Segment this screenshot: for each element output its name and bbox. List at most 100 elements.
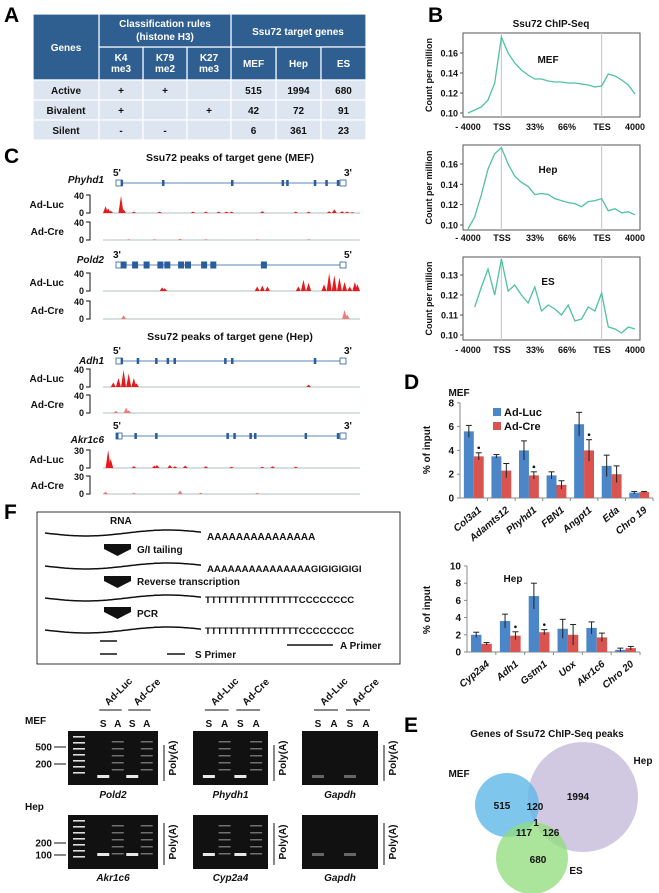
- bar-Ad-Cre: [510, 635, 521, 652]
- header-cell: [230, 46, 277, 81]
- signal-peak: [336, 277, 342, 291]
- bar-Ad-Cre: [584, 450, 594, 498]
- legend-swatch: [493, 422, 501, 430]
- utr-box: [339, 179, 347, 187]
- track-scale-min: 0: [79, 489, 84, 499]
- scheme-seq-1: AAAAAAAAAAAAAAA: [207, 532, 315, 543]
- table-value: 361: [290, 126, 307, 137]
- classification-table: Genes Classification rules (histone H3) …: [32, 13, 367, 141]
- venn-count: 1994: [567, 792, 590, 803]
- gel-smear-band: [111, 762, 124, 764]
- ladder-band: [73, 850, 85, 852]
- signal-peak: [342, 310, 348, 319]
- scale-bracket: [86, 475, 91, 495]
- gene-name: Pold2: [77, 255, 105, 266]
- y-tick-label: 6: [455, 596, 461, 607]
- exon: [260, 261, 267, 269]
- venn-set-label-hep: Hep: [634, 756, 653, 767]
- signal-peak: [162, 288, 168, 291]
- ladder-band: [73, 754, 85, 756]
- strand-end-label: 5': [344, 250, 352, 261]
- y-tick-label: 8: [448, 398, 454, 409]
- bar-Ad-Luc: [557, 628, 568, 652]
- gel-smear-band: [250, 853, 263, 855]
- gel-band: [234, 853, 247, 856]
- signal-peak: [198, 492, 204, 494]
- gel-gene-label: Gapdh: [324, 873, 356, 884]
- x-tick-label: - 4000: [455, 345, 481, 355]
- ladder-band: [73, 826, 85, 828]
- bar-Ad-Luc: [519, 450, 529, 498]
- gel-smear-band: [111, 825, 124, 827]
- x-tick-label: 33%: [526, 345, 544, 355]
- utr-box: [339, 261, 347, 269]
- category-label: Phyhd1: [504, 505, 539, 537]
- bar-Ad-Cre: [481, 643, 492, 652]
- venn-count: 126: [543, 828, 560, 839]
- signal-peak: [344, 211, 350, 213]
- lane-label: A: [143, 719, 150, 730]
- y-tick-label: 2: [455, 630, 461, 641]
- table-value: 680: [335, 86, 352, 97]
- signal-peak: [216, 211, 222, 213]
- gel-band: [202, 775, 215, 778]
- gel-image: [68, 731, 158, 785]
- track-label: Ad-Luc: [30, 200, 65, 211]
- exon: [224, 358, 227, 364]
- gel-smear-band: [111, 755, 124, 757]
- bar-Ad-Cre: [639, 492, 650, 498]
- gel-row-label-hep: Hep: [25, 802, 44, 813]
- bar-Ad-Cre: [596, 637, 608, 652]
- category-label: Cyp2a4: [458, 659, 493, 691]
- bar-Ad-Luc: [574, 424, 585, 498]
- track-label: Ad-Cre: [31, 306, 65, 317]
- ladder-band: [73, 748, 85, 750]
- significance-star: [477, 446, 481, 450]
- venn-count: 120: [527, 802, 544, 813]
- signal-peak: [300, 279, 306, 291]
- track-scale-max: 40: [74, 365, 84, 375]
- scheme-seq-2: AAAAAAAAAAAAAAAGIGIGIGIGI: [207, 564, 362, 575]
- exon: [120, 358, 124, 364]
- group-label: Ad-Luc: [209, 676, 241, 708]
- gel-smear-band: [218, 839, 231, 841]
- exon: [233, 433, 236, 439]
- y-tick-label: 0.12: [440, 291, 458, 301]
- table-header-genes: Genes: [51, 43, 82, 54]
- signal-peak: [121, 209, 127, 213]
- significance-star: [587, 433, 591, 436]
- step-arrow-icon: [104, 576, 131, 588]
- gel-smear-band: [250, 839, 263, 841]
- exon: [173, 358, 176, 364]
- gel-smear-band: [218, 741, 231, 743]
- exon: [120, 261, 127, 269]
- header-cell: [98, 13, 232, 48]
- bar-Ad-Luc: [528, 596, 540, 652]
- signal-peak: [326, 273, 332, 291]
- scale-bracket: [86, 300, 91, 320]
- table-value: 91: [338, 106, 350, 117]
- profile-line-ES: [474, 258, 636, 334]
- track-label: Ad-Luc: [30, 374, 65, 385]
- ladder-band: [73, 844, 85, 846]
- scale-bracket: [86, 449, 91, 469]
- track-scale-min: 0: [79, 208, 84, 218]
- bar-Ad-Cre: [501, 470, 512, 498]
- exon: [231, 180, 234, 186]
- signal-peak: [203, 466, 209, 468]
- gel-image: [193, 815, 268, 869]
- signal-peak: [103, 491, 109, 494]
- track-label: Ad-Cre: [31, 227, 65, 238]
- exon: [281, 180, 285, 186]
- cell-type-header: MEF: [243, 59, 264, 70]
- category-label: Angpt1: [560, 505, 595, 536]
- track-scale-min: 0: [79, 463, 84, 473]
- signal-peak: [254, 286, 260, 291]
- exon: [201, 261, 208, 269]
- track-label: Ad-Cre: [31, 400, 65, 411]
- venn-set-label-mef: MEF: [448, 769, 469, 780]
- marker-size-label: 500: [35, 743, 52, 754]
- scale-bracket: [86, 194, 91, 214]
